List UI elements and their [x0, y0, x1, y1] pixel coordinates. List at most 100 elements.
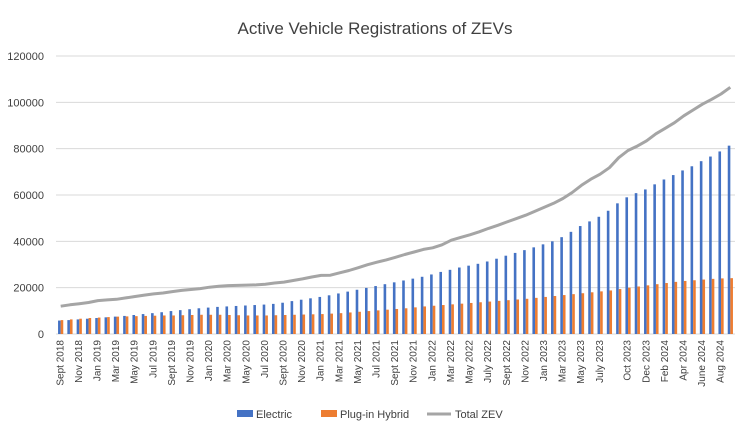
plugin-hybrid-bar — [246, 315, 250, 334]
electric-bar — [430, 274, 433, 334]
electric-bar — [58, 320, 61, 334]
x-tick-label: July 2022 — [483, 340, 494, 383]
bars — [58, 145, 733, 334]
electric-bar — [411, 278, 415, 334]
plugin-hybrid-bar — [311, 314, 315, 334]
plugin-hybrid-bar — [293, 314, 296, 334]
legend-electric-label: Electric — [256, 409, 293, 421]
legend-electric-swatch — [237, 410, 253, 417]
electric-bar — [597, 216, 601, 334]
plugin-hybrid-bar — [190, 315, 194, 334]
plugin-hybrid-bar — [414, 307, 417, 334]
electric-bar — [244, 305, 247, 334]
plugin-hybrid-bar — [683, 280, 687, 334]
plugin-hybrid-bar — [274, 315, 278, 334]
plugin-hybrid-bar — [79, 318, 82, 334]
electric-bar — [560, 237, 563, 334]
electric-bar — [132, 315, 136, 334]
x-tick-label: Sept 2018 — [55, 340, 66, 386]
plugin-hybrid-bar — [674, 281, 678, 334]
plugin-hybrid-bar — [60, 320, 64, 334]
x-tick-label: Mar 2020 — [223, 340, 234, 383]
electric-bar — [671, 175, 675, 334]
plugin-hybrid-bar — [711, 278, 715, 334]
plugin-hybrid-bar — [637, 286, 640, 334]
x-tick-label: Aug 2024 — [716, 340, 727, 383]
plugin-hybrid-bar — [618, 289, 622, 334]
x-tick-label: May 2020 — [241, 340, 252, 384]
plugin-hybrid-bar — [162, 315, 166, 334]
x-tick-label: Sept 2019 — [167, 340, 178, 386]
electric-bar — [727, 145, 731, 334]
electric-bar — [513, 252, 517, 334]
electric-bar — [532, 247, 536, 334]
plugin-hybrid-bar — [442, 305, 445, 334]
plugin-hybrid-bar — [730, 278, 733, 334]
electric-bar — [551, 241, 554, 334]
electric-bar — [327, 295, 331, 334]
electric-bar — [662, 179, 666, 334]
plugin-hybrid-bar — [721, 278, 724, 334]
electric-bar — [420, 276, 424, 334]
x-tick-label: Nov 2022 — [520, 340, 531, 383]
electric-bar — [123, 315, 126, 334]
electric-bar — [169, 311, 173, 334]
electric-bar — [458, 267, 461, 334]
plugin-hybrid-bar — [655, 284, 659, 334]
plugin-hybrid-bar — [507, 300, 510, 334]
electric-bar — [699, 161, 703, 334]
y-tick-label: 80000 — [13, 144, 44, 156]
plugin-hybrid-bar — [283, 315, 287, 334]
electric-bar — [541, 244, 545, 334]
x-tick-label: Jan 2020 — [204, 340, 215, 382]
y-axis-ticks: 0 20000 40000 60000 80000 100000 120000 — [7, 51, 44, 341]
electric-bar — [439, 271, 443, 334]
plugin-hybrid-bar — [693, 280, 696, 334]
x-tick-label: Feb 2024 — [660, 340, 671, 383]
electric-bar — [151, 313, 154, 334]
electric-bar — [709, 156, 712, 334]
plugin-hybrid-bar — [302, 314, 306, 334]
plugin-hybrid-bar — [125, 316, 129, 334]
plugin-hybrid-bar — [516, 299, 520, 334]
electric-bar — [290, 301, 294, 334]
plugin-hybrid-bar — [544, 296, 547, 334]
electric-bar — [346, 291, 349, 334]
electric-bar — [681, 170, 684, 334]
electric-bar — [178, 310, 182, 334]
electric-bar — [653, 184, 656, 334]
plugin-hybrid-bar — [339, 313, 343, 334]
electric-bar — [364, 287, 368, 334]
plugin-hybrid-bar — [432, 305, 436, 334]
plugin-hybrid-bar — [237, 315, 240, 334]
x-tick-label: June 2024 — [697, 340, 708, 387]
plugin-hybrid-bar — [469, 302, 473, 334]
x-tick-label: Jan 2022 — [427, 340, 438, 382]
x-tick-label: Jul 2020 — [260, 340, 271, 378]
plugin-hybrid-bar — [144, 315, 147, 334]
plugin-hybrid-bar — [358, 311, 361, 334]
plugin-hybrid-bar — [386, 309, 389, 334]
electric-bar — [76, 319, 80, 334]
plugin-hybrid-bar — [88, 318, 92, 334]
x-tick-label: Mar 2021 — [334, 340, 345, 383]
total-zev-line — [60, 86, 732, 308]
electric-bar — [606, 210, 610, 334]
electric-bar — [216, 306, 219, 334]
plugin-hybrid-bar — [69, 319, 73, 334]
plugin-hybrid-bar — [395, 308, 399, 334]
electric-bar — [569, 231, 573, 334]
plugin-hybrid-bar — [665, 283, 668, 334]
legend-plugin-hybrid-label: Plug-in Hybrid — [340, 409, 409, 421]
chart-title: Active Vehicle Registrations of ZEVs — [238, 19, 513, 38]
plugin-hybrid-bar — [97, 317, 101, 334]
electric-bar — [104, 317, 108, 334]
plugin-hybrid-bar — [609, 290, 613, 334]
electric-bar — [318, 296, 322, 334]
plugin-hybrid-bar — [181, 315, 185, 334]
plugin-hybrid-bar — [600, 291, 603, 334]
x-tick-label: Nov 2019 — [186, 340, 197, 383]
plugin-hybrid-bar — [488, 301, 492, 334]
x-tick-label: Jul 2021 — [372, 340, 383, 378]
